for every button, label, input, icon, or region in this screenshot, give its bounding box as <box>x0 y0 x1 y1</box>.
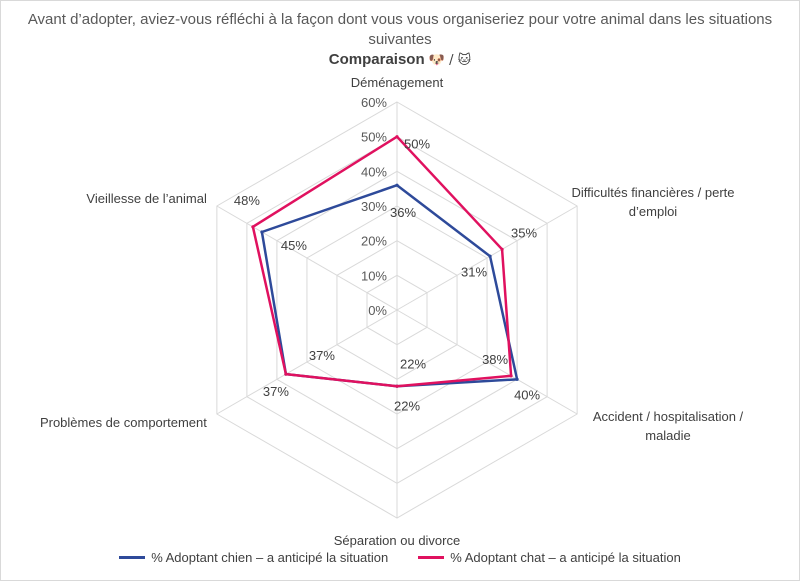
grid-spoke-1 <box>396 205 578 311</box>
category-label-2-line1: maladie <box>645 428 691 443</box>
data-point-cat-2 <box>509 374 513 378</box>
legend-line-cat <box>418 556 445 559</box>
data-point-cat-4 <box>284 372 288 376</box>
r-tick-label-6: 60% <box>361 95 387 110</box>
data-label-cat-0: 50% <box>404 137 430 152</box>
data-label-cat-4: 37% <box>263 384 289 399</box>
data-label-dog-0: 36% <box>390 205 416 220</box>
r-tick-label-3: 30% <box>361 199 387 214</box>
chart-title: Avant d’adopter, aviez-vous réfléchi à l… <box>27 11 773 48</box>
data-label-dog-4: 37% <box>309 348 335 363</box>
data-point-cat-5 <box>251 225 255 229</box>
dog-cat-emoji: 🐶 / 🐱 <box>428 53 472 68</box>
legend-item-cat: % Adoptant chat – a anticipé la situatio… <box>418 550 681 565</box>
grid-spoke-4 <box>216 309 398 415</box>
legend-item-dog: % Adoptant chien – a anticipé la situati… <box>119 550 388 565</box>
subtitle-text: Comparaison <box>328 51 425 68</box>
data-label-dog-5: 45% <box>281 238 307 253</box>
data-label-dog-3: 22% <box>400 356 426 371</box>
data-label-dog-2: 40% <box>514 387 540 402</box>
r-tick-label-4: 40% <box>361 164 387 179</box>
r-tick-label-2: 20% <box>361 234 387 249</box>
data-label-cat-5: 48% <box>234 193 260 208</box>
data-label-dog-1: 31% <box>461 264 487 279</box>
category-label-2-line0: Accident / hospitalisation / <box>593 409 744 424</box>
data-point-cat-3 <box>395 384 399 388</box>
chart-subtitle: Comparaison 🐶 / 🐱 <box>0 51 800 68</box>
data-point-cat-0 <box>395 135 399 139</box>
r-tick-label-0: 0% <box>368 303 387 318</box>
data-point-dog-2 <box>515 377 519 381</box>
legend-label-dog: % Adoptant chien – a anticipé la situati… <box>151 550 389 565</box>
data-point-dog-5 <box>260 230 264 234</box>
legend-line-dog <box>119 556 146 559</box>
data-label-cat-3: 22% <box>394 398 420 413</box>
category-label-1-line0: Difficultés financières / perte <box>571 185 734 200</box>
data-point-dog-0 <box>395 183 399 187</box>
data-point-dog-1 <box>488 254 492 258</box>
legend-label-cat: % Adoptant chat – a anticipé la situatio… <box>450 550 681 565</box>
category-label-3: Séparation ou divorce <box>334 533 460 548</box>
grid-spoke-5 <box>216 205 398 311</box>
grid-spoke-2 <box>396 309 578 415</box>
category-label-5: Vieillesse de l’animal <box>86 191 207 206</box>
r-tick-label-5: 50% <box>361 130 387 145</box>
category-label-1-line1: d’emploi <box>629 204 678 219</box>
category-label-0: Déménagement <box>351 75 444 90</box>
r-tick-label-1: 10% <box>361 268 387 283</box>
data-point-cat-1 <box>500 247 504 251</box>
legend: % Adoptant chien – a anticipé la situati… <box>0 550 800 565</box>
data-label-cat-1: 35% <box>511 225 537 240</box>
data-label-cat-2: 38% <box>482 352 508 367</box>
category-label-4: Problèmes de comportement <box>40 415 207 430</box>
